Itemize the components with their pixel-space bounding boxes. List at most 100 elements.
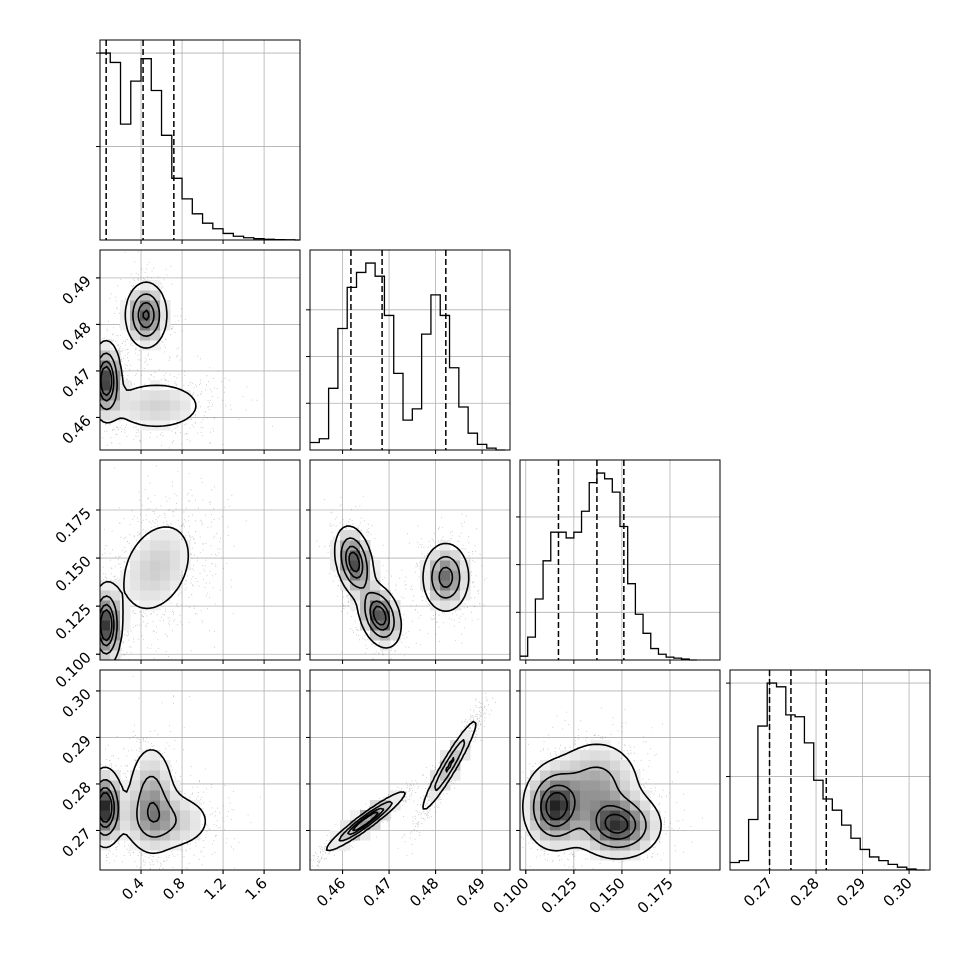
pair-p0-p1-frame: [99, 249, 301, 451]
hist-panel-p0: [96, 39, 301, 244]
pair-p1-p3-contour-0: [325, 720, 477, 852]
pair-p0-p1-content: [100, 251, 273, 450]
pair-p0-p1-density-cell: [140, 290, 151, 301]
pair-p1-p2-density-cell: [360, 570, 371, 581]
pair-p2-p3-density-cell: [580, 800, 591, 811]
pair-p2-p3-density-cell: [550, 810, 561, 821]
pair-p0-p3-density-cell: [140, 830, 151, 841]
pair-p2-p3-density-cell: [620, 770, 631, 781]
pair-p1-p2-density-cell: [430, 580, 441, 591]
pair-p0-p2-panel: 0.100 0.125 0.150 0.175: [52, 459, 301, 691]
pair-p0-p1-ytick-label-1: 0.47: [58, 365, 94, 401]
pair-p0-p2-density-cell: [150, 590, 161, 601]
pair-p0-p2-density-cell: [140, 580, 151, 591]
pair-p1-p3-panel: 0.46 0.47 0.48 0.49: [306, 669, 511, 910]
pair-p2-p3-density-cell: [560, 820, 571, 831]
pair-p0-p2-density-cell: [100, 590, 111, 601]
pair-p0-p3-density-cell: [130, 780, 141, 791]
pair-p2-p3-density-cell: [550, 800, 561, 811]
pair-p0-p3-density-cell: [160, 800, 171, 811]
pair-p0-p3-density-cell: [180, 820, 191, 831]
pair-p0-p1-density-cell: [120, 400, 131, 411]
pair-p0-p3-density-cell: [150, 790, 161, 801]
pair-p0-p3-density-cell: [140, 760, 151, 771]
pair-p0-p2-density-cell: [140, 600, 151, 611]
pair-p1-p2-density-cell: [460, 580, 471, 591]
pair-p2-p3-density-cell: [540, 770, 551, 781]
pair-p0-p3-density-cell: [130, 820, 141, 831]
pair-p0-p1-density-cell: [150, 420, 161, 431]
hist-p3-frame: [729, 669, 931, 871]
hist-step-p0: [100, 52, 300, 241]
pair-p0-p2-density-cell: [130, 590, 141, 601]
pair-p0-p2-density-cell: [120, 610, 131, 621]
pair-p0-p3-density-cell: [130, 830, 141, 841]
pair-p1-p2-contour-1: [340, 537, 461, 638]
pair-p0-p1-ytick-label-0: 0.46: [58, 412, 94, 448]
pair-p0-p3-density-cell: [160, 770, 171, 781]
pair-p2-p3-density-cell: [590, 750, 601, 761]
pair-p1-p2-density-cell: [380, 590, 391, 601]
pair-p0-p3-panel: 0.4 0.8 1.2 1.60.270.280.290.30: [58, 669, 301, 904]
pair-p2-p3-density-cell: [620, 850, 631, 861]
hist-step-p2: [520, 472, 697, 661]
hist-p1-frame: [309, 249, 511, 451]
pair-p2-p3-density-cell: [570, 750, 581, 761]
hist-p3-xtick-label-0: 0.27: [740, 874, 776, 910]
pair-p1-p2-density-cell: [440, 600, 451, 611]
pair-p2-p3-density-cell: [640, 800, 651, 811]
pair-p2-p3-xtick-label-3: 0.175: [634, 874, 677, 917]
pair-p2-p3-density-cell: [570, 810, 581, 821]
pair-p2-p3-density-cell: [590, 770, 601, 781]
pair-p1-p3-contour-2: [347, 757, 455, 836]
pair-p2-p3-density-cell: [600, 810, 611, 821]
pair-p1-p3-xtick-label-1: 0.47: [360, 874, 396, 910]
pair-p0-p3-density-cell: [130, 790, 141, 801]
pair-p0-p1-density-cell: [160, 310, 171, 321]
pair-p0-p1-density-cell: [100, 340, 111, 351]
pair-p2-p3-density-cell: [530, 800, 541, 811]
pair-p2-p3-density-cell: [520, 810, 531, 821]
pair-p0-p3-density-cell: [150, 780, 161, 791]
pair-p1-p2-density-cell: [370, 590, 381, 601]
pair-p0-p3-density-cell: [160, 780, 171, 791]
pair-p2-p3-xtick-label-0: 0.100: [489, 874, 532, 917]
hist-panel-p3: 0.27 0.28 0.29 0.30: [726, 669, 931, 910]
pair-p2-p3-xtick-label-1: 0.125: [538, 874, 581, 917]
pair-p0-p1-density-cell: [100, 360, 111, 371]
pair-p2-p3-density-cell: [540, 780, 551, 791]
pair-p0-p3-density-cell: [160, 810, 171, 821]
pair-p1-p2-density-cell: [350, 570, 361, 581]
hist-p2-frame: [519, 459, 721, 661]
pair-p0-p1-density-cell: [140, 300, 151, 311]
pair-p2-p3-density-cell: [610, 770, 621, 781]
pair-p2-p3-density-cell: [520, 800, 531, 811]
pair-p0-p1-density-cell: [180, 410, 191, 421]
pair-p1-p2-density-cell: [440, 580, 451, 591]
pair-p1-p3-density-cell: [460, 730, 471, 741]
pair-p1-p2-density-cell: [450, 590, 461, 601]
pair-p0-p1-density-cell: [150, 310, 161, 321]
pair-p1-p2-contour-2: [345, 545, 454, 631]
pair-p2-p3-density-cell: [640, 810, 651, 821]
pair-p1-p2-density-cell: [360, 560, 371, 571]
pair-p0-p1-density-cell: [140, 400, 151, 411]
pair-p0-p2-density-cell: [170, 540, 181, 551]
pair-p0-p3-density-cell: [140, 790, 151, 801]
pair-p0-p1-density-cell: [110, 410, 121, 421]
pair-p1-p2-density-cell: [390, 630, 401, 641]
pair-p0-p2-density-cell: [130, 560, 141, 571]
pair-p1-p2-density-cell: [440, 550, 451, 561]
pair-p0-p3-density-cell: [110, 790, 121, 801]
pair-p2-p3-density-cell: [600, 800, 611, 811]
pair-p0-p1-density-cell: [120, 380, 131, 391]
pair-p2-p3-density-cell: [620, 780, 631, 791]
pair-p2-p3-density-cell: [540, 840, 551, 851]
pair-p0-p2-density-cell: [110, 640, 121, 651]
pair-p0-p3-ytick-label-0: 0.27: [58, 825, 94, 861]
pair-p0-p3-density-cell: [170, 790, 181, 801]
pair-p0-p2-density-cell: [160, 560, 171, 571]
pair-p0-p2-density-cell: [100, 580, 111, 591]
pair-p0-p1-density-cell: [180, 400, 191, 411]
pair-p1-p2-contour-0: [333, 525, 470, 649]
